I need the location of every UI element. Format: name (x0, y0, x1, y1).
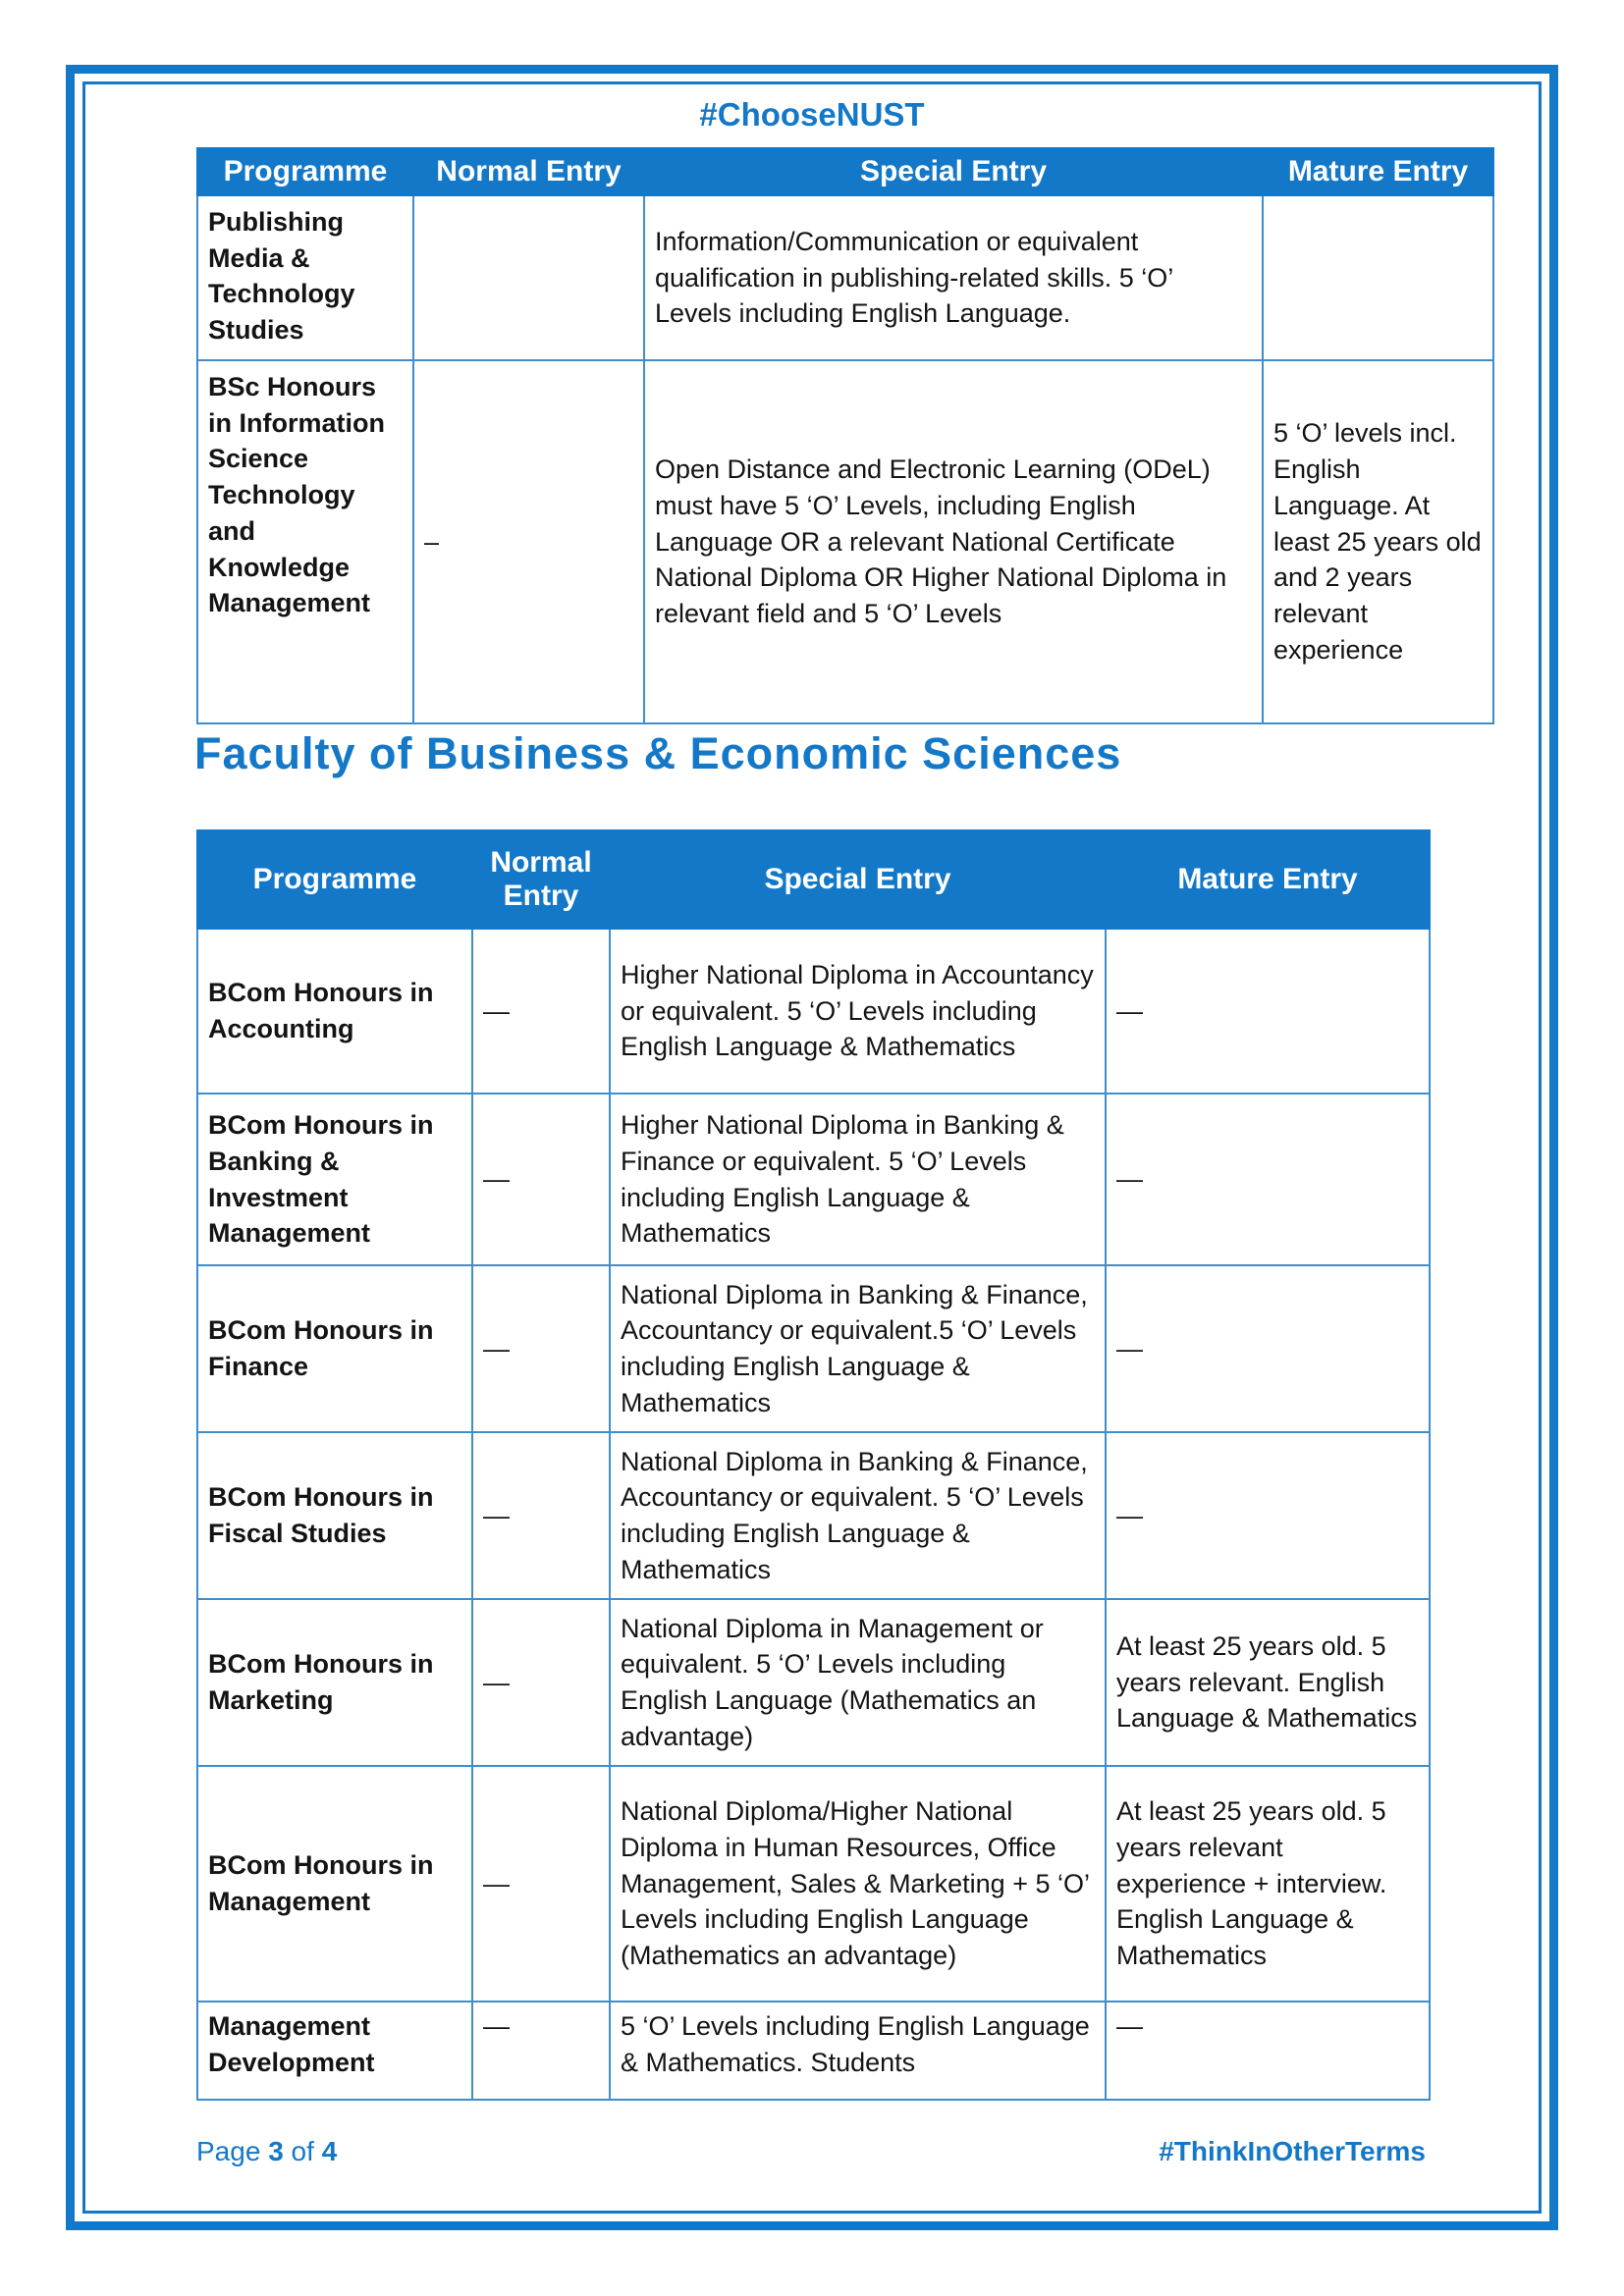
table-header-row: Programme Normal Entry Special Entry Mat… (196, 829, 1431, 930)
column-header-programme: Programme (196, 147, 414, 196)
column-header-programme: Programme (196, 829, 473, 930)
page-total: 4 (321, 2136, 338, 2166)
column-header-normal-entry: Normal Entry (471, 829, 611, 930)
special-entry-cell: National Diploma in Management or equiva… (609, 1598, 1107, 1767)
footer-hashtag: #ThinkInOtherTerms (1159, 2136, 1426, 2166)
normal-entry-cell: — (471, 2001, 611, 2101)
special-entry-cell: Higher National Diploma in Accountancy o… (609, 928, 1107, 1095)
table-row: BCom Honours in Management — National Di… (196, 1765, 1431, 2002)
mature-entry-cell: At least 25 years old. 5 years relevant … (1105, 1765, 1431, 2002)
mature-entry-cell: — (1105, 2001, 1431, 2101)
page-number-label: Page 3 of 4 (196, 2136, 337, 2167)
table-header-row: Programme Normal Entry Special Entry Mat… (196, 147, 1494, 196)
top-hashtag: #ChooseNUST (699, 96, 925, 133)
faculty-heading: Faculty of Business & Economic Sciences (194, 728, 1122, 778)
programme-cell: BSc Honours in Information Science Techn… (196, 359, 414, 724)
normal-entry-cell: — (471, 928, 611, 1095)
programme-cell: BCom Honours in Finance (196, 1264, 473, 1433)
table-row: BCom Honours in Finance — National Diplo… (196, 1264, 1431, 1433)
programme-cell: BCom Honours in Fiscal Studies (196, 1431, 473, 1600)
mature-entry-cell: — (1105, 1431, 1431, 1600)
normal-entry-cell: — (471, 1765, 611, 2002)
normal-entry-cell: – (412, 359, 645, 724)
table-row: BCom Honours in Marketing — National Dip… (196, 1598, 1431, 1767)
normal-entry-cell: — (471, 1264, 611, 1433)
special-entry-cell: Higher National Diploma in Banking & Fin… (609, 1093, 1107, 1266)
special-entry-cell: National Diploma in Banking & Finance, A… (609, 1264, 1107, 1433)
programmes-table-top: Programme Normal Entry Special Entry Mat… (196, 147, 1494, 724)
programme-cell: BCom Honours in Management (196, 1765, 473, 2002)
special-entry-cell: National Diploma in Banking & Finance, A… (609, 1431, 1107, 1600)
special-entry-cell: Open Distance and Electronic Learning (O… (643, 359, 1264, 724)
normal-entry-cell: — (471, 1093, 611, 1266)
mature-entry-cell: — (1105, 1264, 1431, 1433)
table-row: BCom Honours in Banking & Investment Man… (196, 1093, 1431, 1266)
programme-cell: BCom Honours in Marketing (196, 1598, 473, 1767)
of-word: of (291, 2136, 314, 2166)
special-entry-cell: National Diploma/Higher National Diploma… (609, 1765, 1107, 2002)
mature-entry-cell: — (1105, 1093, 1431, 1266)
page-footer: Page 3 of 4 #ThinkInOtherTerms (196, 2136, 1426, 2167)
special-entry-cell: 5 ‘O’ Levels including English Language … (609, 2001, 1107, 2101)
column-header-special-entry: Special Entry (609, 829, 1107, 930)
programme-cell: Management Development (196, 2001, 473, 2101)
table-row: BSc Honours in Information Science Techn… (196, 359, 1494, 724)
column-header-mature-entry: Mature Entry (1262, 147, 1494, 196)
mature-entry-cell: At least 25 years old. 5 years relevant.… (1105, 1598, 1431, 1767)
table-row: BCom Honours in Fiscal Studies — Nationa… (196, 1431, 1431, 1600)
column-header-special-entry: Special Entry (643, 147, 1264, 196)
page-word: Page (196, 2136, 261, 2166)
page-number: 3 (268, 2136, 284, 2166)
column-header-mature-entry: Mature Entry (1105, 829, 1431, 930)
page-border-inner-line (82, 81, 1542, 2214)
programme-cell: Publishing Media & Technology Studies (196, 194, 414, 361)
table-row: Publishing Media & Technology Studies In… (196, 194, 1494, 361)
page-border (66, 65, 1558, 2230)
special-entry-cell: Information/Communication or equivalent … (643, 194, 1264, 361)
table-row: Management Development — 5 ‘O’ Levels in… (196, 2001, 1431, 2101)
column-header-normal-entry: Normal Entry (412, 147, 645, 196)
programme-cell: BCom Honours in Accounting (196, 928, 473, 1095)
programmes-table-business: Programme Normal Entry Special Entry Mat… (196, 829, 1431, 2101)
mature-entry-cell (1262, 194, 1494, 361)
normal-entry-cell (412, 194, 645, 361)
normal-entry-cell: — (471, 1598, 611, 1767)
mature-entry-cell: 5 ‘O’ levels incl. English Language. At … (1262, 359, 1494, 724)
programme-cell: BCom Honours in Banking & Investment Man… (196, 1093, 473, 1266)
normal-entry-cell: — (471, 1431, 611, 1600)
mature-entry-cell: — (1105, 928, 1431, 1095)
table-row: BCom Honours in Accounting — Higher Nati… (196, 928, 1431, 1095)
